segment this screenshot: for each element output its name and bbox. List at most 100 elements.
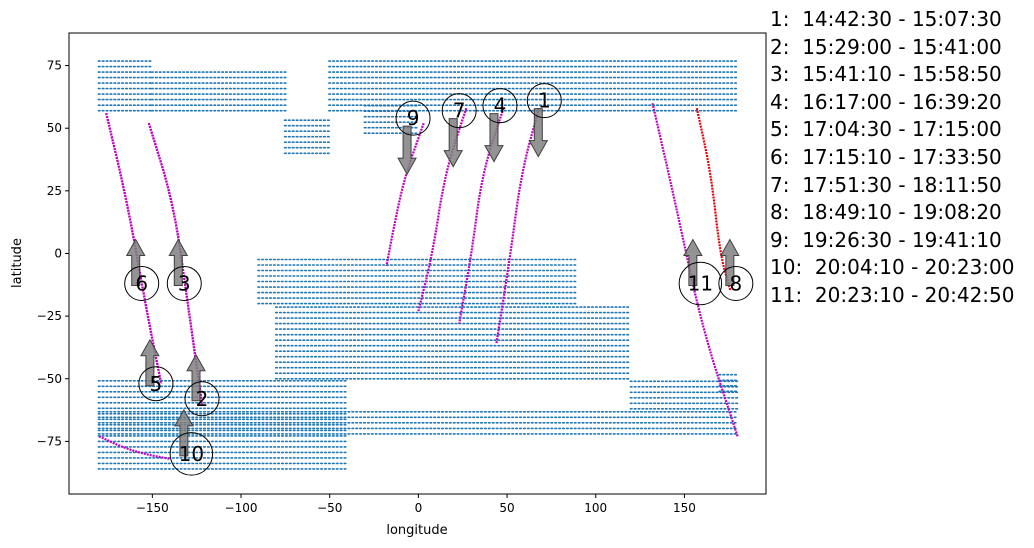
- track-4: [458, 107, 505, 324]
- track-11: [651, 102, 739, 437]
- legend-entry-label: 7:: [770, 172, 790, 197]
- land-scatter: [97, 60, 739, 470]
- track-1: [495, 107, 541, 344]
- marker-6: 6: [124, 238, 160, 302]
- y-tick-label: 50: [47, 121, 62, 135]
- marker-circle-8: [718, 266, 754, 302]
- marker-label-1: 1: [538, 89, 551, 113]
- x-tick-label: −50: [317, 501, 342, 515]
- legend-entry-8: 8: 18:49:10 - 19:08:20: [770, 199, 1015, 227]
- x-tick-label: −100: [225, 501, 258, 515]
- marker-arrow-4: [484, 113, 504, 163]
- marker-arrow-10: [174, 408, 194, 457]
- legend-entry-6: 6: 17:15:10 - 17:33:50: [770, 144, 1015, 172]
- y-axis: 75 50 25 0 −25 −50 −75: [37, 59, 69, 448]
- land-region-3: [283, 119, 330, 155]
- legend-entry-label: 3:: [770, 62, 790, 87]
- marker-circle-10: [169, 432, 214, 476]
- marker-8: 8: [718, 238, 754, 302]
- x-axis: −150 −100 −50 0 50 100 150: [136, 494, 696, 515]
- marker-circle-5: [138, 366, 174, 402]
- y-tick-label: −25: [37, 309, 62, 323]
- marker-label-9: 9: [407, 106, 420, 130]
- legend-entry-range: 18:49:10 - 19:08:20: [802, 200, 1002, 225]
- track-7: [417, 107, 468, 312]
- plot-frame: [68, 32, 767, 495]
- legend-entry-10: 10: 20:04:10 - 20:23:00: [770, 254, 1015, 282]
- marker-arrow-7: [443, 118, 464, 168]
- marker-2: 2: [184, 353, 220, 417]
- legend-entry-range: 17:51:30 - 18:11:50: [802, 172, 1002, 197]
- legend-entry-label: 5:: [770, 117, 790, 142]
- x-tick-label: −150: [136, 501, 169, 515]
- legend-entry-11: 11: 20:23:10 - 20:42:50: [770, 282, 1015, 310]
- legend-entry-7: 7: 17:51:30 - 18:11:50: [770, 172, 1015, 200]
- marker-5: 5: [138, 338, 174, 402]
- legend-entry-range: 20:04:10 - 20:23:00: [814, 255, 1015, 280]
- y-tick-label: −75: [37, 434, 62, 448]
- x-tick-label: 150: [673, 501, 696, 515]
- marker-label-4: 4: [494, 94, 507, 118]
- legend-entry-range: 16:17:00 - 16:39:20: [802, 89, 1002, 114]
- legend-entry-range: 17:15:10 - 17:33:50: [802, 144, 1002, 169]
- land-region-2: [150, 71, 287, 112]
- marker-9: 9: [395, 100, 431, 176]
- land-region-7: [274, 306, 630, 380]
- legend-entry-9: 9: 19:26:30 - 19:41:10: [770, 227, 1015, 255]
- legend-entry-2: 2: 15:29:00 - 15:41:00: [770, 34, 1015, 62]
- y-tick-label: −50: [37, 372, 62, 386]
- marker-label-5: 5: [150, 372, 163, 396]
- marker-arrow-3: [168, 238, 189, 287]
- y-tick-label: 0: [54, 246, 62, 260]
- legend-entry-label: 10:: [770, 255, 803, 280]
- legend-entry-3: 3: 15:41:10 - 15:58:50: [770, 61, 1015, 89]
- marker-circle-6: [124, 266, 160, 302]
- legend-entry-5: 5: 17:04:30 - 17:15:00: [770, 116, 1015, 144]
- marker-arrow-5: [140, 338, 160, 387]
- marker-arrow-9: [397, 125, 417, 176]
- marker-circle-4: [482, 88, 518, 124]
- legend-entry-range: 17:04:30 - 17:15:00: [802, 117, 1002, 142]
- land-region-4: [328, 60, 738, 112]
- marker-3: 3: [166, 238, 202, 302]
- x-tick-label: 50: [499, 501, 514, 515]
- track-9: [385, 122, 425, 267]
- time-range-legend: 1: 14:42:30 - 15:07:30 2: 15:29:00 - 15:4…: [770, 6, 1015, 310]
- x-axis-label: longitude: [386, 523, 447, 538]
- legend-entry-label: 9:: [770, 227, 790, 252]
- legend-entry-label: 8:: [770, 200, 790, 225]
- marker-arrow-8: [719, 238, 740, 287]
- legend-entry-label: 6:: [770, 144, 790, 169]
- marker-arrow-6: [125, 238, 146, 287]
- marker-11: 11: [678, 238, 723, 306]
- marker-circle-3: [166, 266, 202, 302]
- x-tick-label: 100: [584, 501, 607, 515]
- track-6: [105, 112, 163, 385]
- marker-label-7: 7: [453, 99, 466, 123]
- legend-entry-label: 11:: [770, 282, 803, 307]
- orbit-markers: 1 2 3 4 5 6 7 8 9 10 11: [124, 83, 754, 476]
- marker-label-3: 3: [178, 272, 191, 296]
- marker-arrow-11: [683, 238, 703, 287]
- marker-arrow-1: [528, 108, 549, 158]
- marker-label-10: 10: [179, 442, 204, 466]
- y-tick-label: 25: [47, 184, 62, 198]
- legend-entry-range: 15:29:00 - 15:41:00: [802, 34, 1002, 59]
- chart: 1 2 3 4 5 6 7 8 9 10 11 −150 −100 −50 0 50 100 150 75 50 2…: [10, 32, 767, 538]
- land-region-1: [97, 60, 152, 112]
- legend-entry-4: 4: 16:17:00 - 16:39:20: [770, 89, 1015, 117]
- legend-entry-range: 15:41:10 - 15:58:50: [802, 62, 1002, 87]
- legend-entry-label: 1:: [770, 7, 790, 31]
- legend-entry-range: 20:23:10 - 20:42:50: [814, 282, 1015, 307]
- marker-7: 7: [441, 93, 477, 168]
- track-10: [98, 435, 171, 460]
- track-3: [147, 122, 204, 404]
- marker-1: 1: [526, 83, 562, 158]
- marker-circle-2: [184, 381, 220, 417]
- y-tick-label: 75: [47, 59, 62, 73]
- marker-circle-1: [526, 83, 562, 119]
- marker-circle-9: [395, 100, 431, 136]
- satellite-tracks: [98, 102, 739, 460]
- track-8: [695, 107, 732, 292]
- legend-entry-label: 4:: [770, 89, 790, 114]
